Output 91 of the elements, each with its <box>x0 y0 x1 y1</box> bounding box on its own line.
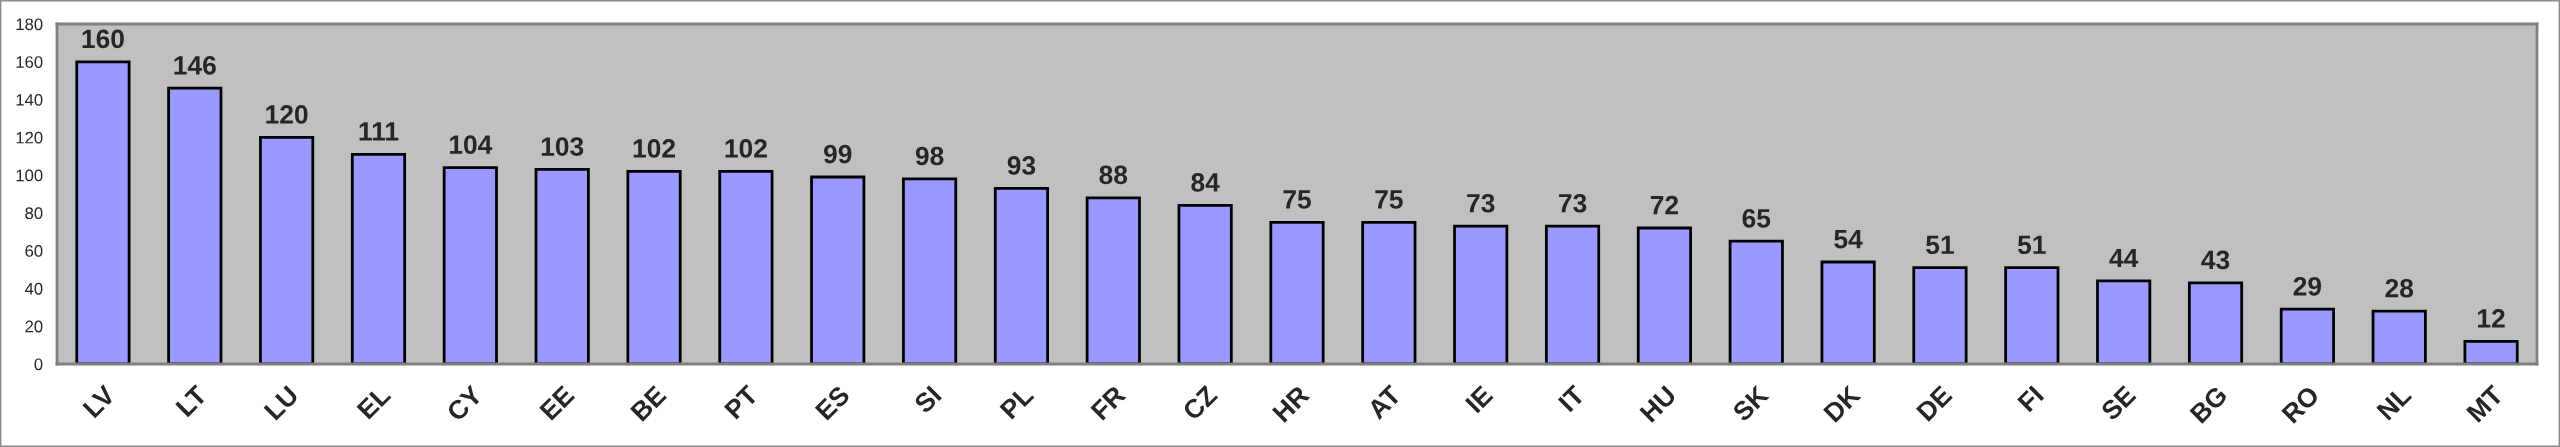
bar <box>1453 224 1509 364</box>
bar <box>350 152 407 364</box>
bar <box>2463 339 2519 364</box>
data-label: 65 <box>1742 208 1771 228</box>
x-tick-label: DK <box>1823 384 1862 423</box>
data-label: 160 <box>82 29 124 49</box>
data-label: 73 <box>1467 193 1495 213</box>
bar <box>1912 266 1968 364</box>
bar <box>1085 196 1141 364</box>
x-tick-label: EL <box>356 384 392 420</box>
x-tick-label: PT <box>723 384 760 420</box>
x-tick-label: SK <box>1731 384 1770 423</box>
x-tick-label: NL <box>2376 384 2413 421</box>
bar <box>993 186 1050 364</box>
bar <box>2279 307 2335 364</box>
data-label: 12 <box>2478 309 2505 328</box>
x-tick-label: IE <box>1465 384 1494 414</box>
data-label: 99 <box>823 144 852 164</box>
bar <box>1361 220 1417 364</box>
bar <box>534 168 590 364</box>
x-tick-label: FR <box>1090 384 1127 421</box>
data-label: 146 <box>174 55 216 75</box>
bar <box>718 169 774 364</box>
y-tick-label: 40 <box>24 282 43 295</box>
y-tick-label: 80 <box>25 207 43 220</box>
x-tick-label: BG <box>2189 385 2229 424</box>
x-tick-label: EE <box>539 384 575 421</box>
data-label: 104 <box>449 135 493 155</box>
bar <box>1544 224 1601 364</box>
data-label: 29 <box>2293 276 2322 296</box>
data-label: 102 <box>633 139 675 158</box>
x-tick-label: RO <box>2281 384 2321 424</box>
x-tick-label: DE <box>1915 384 1953 422</box>
y-tick-label: 180 <box>16 18 43 31</box>
bar <box>442 166 498 364</box>
x-tick-label: FI <box>2017 385 2045 413</box>
x-tick-label: CZ <box>1181 384 1219 422</box>
data-label: 84 <box>1191 173 1220 192</box>
bar <box>626 169 682 364</box>
x-tick-label: BE <box>630 384 667 422</box>
y-tick-label: 120 <box>16 131 43 144</box>
x-tick-label: AT <box>1366 384 1403 420</box>
data-label: 72 <box>1650 195 1679 215</box>
x-tick-label: CY <box>445 384 484 423</box>
bar <box>902 177 958 364</box>
bar <box>1636 226 1692 364</box>
x-tick-label: LU <box>263 385 300 421</box>
data-label: 51 <box>1926 235 1954 255</box>
x-tick-label: HR <box>1271 384 1311 423</box>
y-tick-label: 140 <box>16 93 43 106</box>
data-label: 28 <box>2385 278 2414 298</box>
x-tick-label: SE <box>2099 384 2137 422</box>
data-label: 120 <box>266 105 308 124</box>
x-tick-label: SI <box>912 385 943 415</box>
data-label: 54 <box>1834 230 1863 249</box>
y-tick-label: 0 <box>34 358 43 371</box>
data-label: 51 <box>2017 235 2046 255</box>
x-tick-label: LV <box>82 384 117 419</box>
bar <box>75 60 131 364</box>
x-tick-label: PL <box>999 384 1035 420</box>
data-label: 93 <box>1007 156 1036 175</box>
bar <box>2004 266 2060 364</box>
data-label: 73 <box>1559 193 1587 213</box>
x-tick-label: MT <box>2466 384 2505 423</box>
x-tick-label: HU <box>1639 385 1677 423</box>
x-tick-label: LT <box>175 384 209 418</box>
bar <box>259 135 315 364</box>
data-label: 103 <box>541 137 584 156</box>
y-tick-label: 20 <box>25 320 43 333</box>
data-label: 75 <box>1283 190 1311 209</box>
x-tick-label: IT <box>1557 384 1586 413</box>
y-tick-label: 100 <box>16 169 43 182</box>
data-label: 44 <box>2109 248 2139 268</box>
data-label: 98 <box>915 146 944 166</box>
bar <box>2096 279 2152 364</box>
bar <box>2371 309 2427 364</box>
data-label: 88 <box>1099 165 1128 185</box>
bar <box>1820 260 1876 364</box>
y-tick-label: 160 <box>16 56 43 68</box>
x-tick-label: ES <box>814 384 851 421</box>
bar <box>2187 281 2244 364</box>
bar <box>810 175 866 364</box>
bar <box>167 86 223 364</box>
bar <box>1177 203 1233 364</box>
y-tick-label: 60 <box>25 245 43 257</box>
data-label: 102 <box>725 139 767 158</box>
data-label: 111 <box>359 122 399 141</box>
bar <box>1728 239 1784 364</box>
bar <box>1269 220 1325 364</box>
data-label: 43 <box>2201 250 2230 270</box>
data-label: 75 <box>1375 190 1403 209</box>
